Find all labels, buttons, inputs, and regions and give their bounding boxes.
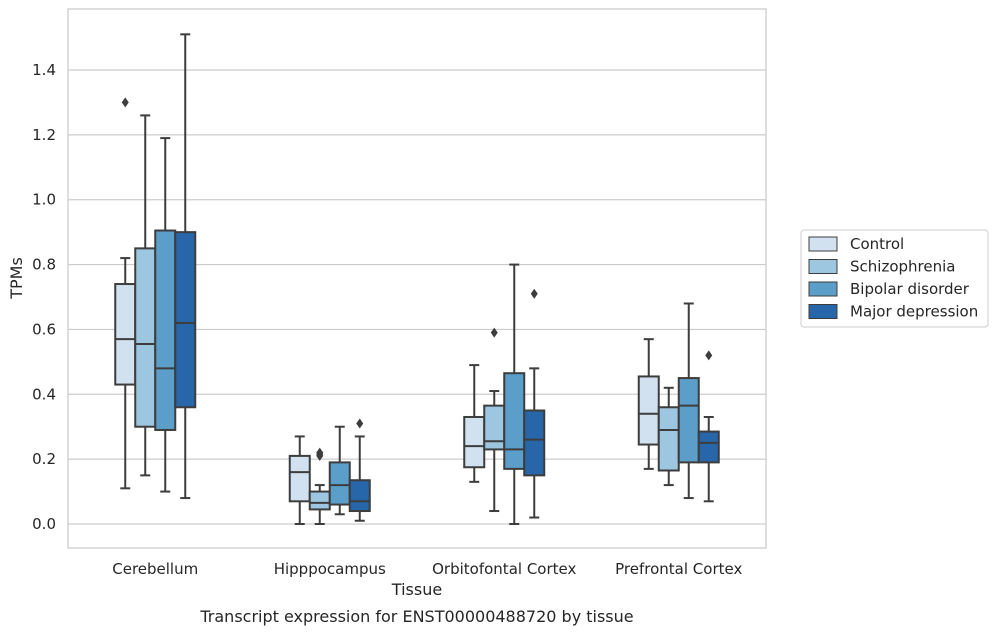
iqr-box [503, 372, 526, 470]
box-layer [114, 33, 720, 525]
legend-swatch [808, 304, 838, 319]
x-axis-title: Tissue [391, 580, 442, 599]
iqr-box [134, 247, 157, 428]
box-schizophrenia-3 [657, 386, 680, 487]
iqr-box [677, 377, 700, 464]
box-bipolar-disorder-1 [328, 425, 351, 516]
iqr-box [463, 415, 486, 469]
box-bipolar-disorder-3 [677, 302, 700, 500]
iqr-box [114, 283, 137, 386]
iqr-box [523, 409, 546, 477]
box-schizophrenia-0 [134, 114, 157, 477]
outlier-point [356, 418, 364, 429]
iqr-box [328, 461, 351, 506]
legend-swatch [808, 281, 838, 297]
iqr-box [174, 231, 197, 409]
legend-frame [800, 229, 989, 328]
iqr-box [348, 479, 371, 513]
legend-swatch [808, 236, 838, 252]
box-control-1 [288, 435, 311, 525]
box-schizophrenia-1 [308, 447, 331, 525]
outlier-point [121, 97, 129, 108]
x-tick-label: Hipppocampus [274, 560, 386, 578]
iqr-box [308, 490, 331, 511]
y-tick-label: 0.4 [32, 385, 56, 403]
y-tick-label: 1.0 [32, 191, 56, 209]
box-schizophrenia-2 [483, 327, 506, 513]
iqr-box [657, 406, 680, 472]
box-control-2 [463, 364, 486, 483]
box-bipolar-disorder-0 [154, 137, 177, 493]
outlier-point [316, 447, 324, 458]
legend-label: Bipolar disorder [850, 280, 970, 298]
outlier-point [490, 327, 498, 338]
y-tick-label: 1.4 [32, 61, 56, 79]
iqr-box [637, 375, 660, 446]
y-tick-label: 1.2 [32, 126, 56, 144]
box-major-depression-2 [523, 288, 546, 519]
outlier-point [705, 350, 713, 361]
box-major-depression-1 [348, 418, 371, 522]
chart-caption: Transcript expression for ENST0000048872… [199, 607, 633, 626]
legend-label: Control [850, 235, 904, 253]
plot-area-frame [67, 8, 767, 549]
x-tick-label: Cerebellum [112, 560, 198, 578]
y-axis-title: TPMs [7, 257, 26, 300]
box-control-3 [637, 338, 660, 470]
y-tick-label: 0.2 [32, 450, 56, 468]
iqr-box [288, 454, 311, 503]
y-tick-label: 0.6 [32, 320, 56, 338]
box-major-depression-3 [697, 350, 720, 503]
outlier-point [530, 288, 538, 299]
legend-label: Schizophrenia [850, 258, 955, 276]
iqr-box [154, 229, 177, 431]
y-tick-labels: 0.0 0.2 0.4 0.6 0.8 1.0 1.2 1.4 [32, 61, 56, 533]
legend-swatch [808, 259, 838, 274]
box-control-0 [114, 97, 137, 490]
y-tick-label: 0.0 [32, 515, 56, 533]
legend-label: Major depression [850, 303, 978, 321]
legend: Control Schizophrenia Bipolar disorder Majo… [800, 229, 989, 328]
y-tick-label: 0.8 [32, 256, 56, 274]
x-tick-label: Orbitofontal Cortex [432, 560, 576, 578]
iqr-box [483, 404, 506, 451]
x-tick-label: Prefrontal Cortex [615, 560, 742, 578]
x-tick-labels: Cerebellum Hipppocampus Orbitofontal Corte… [112, 560, 742, 578]
box-major-depression-0 [174, 33, 197, 500]
box-bipolar-disorder-2 [503, 263, 526, 525]
iqr-box [697, 430, 720, 464]
